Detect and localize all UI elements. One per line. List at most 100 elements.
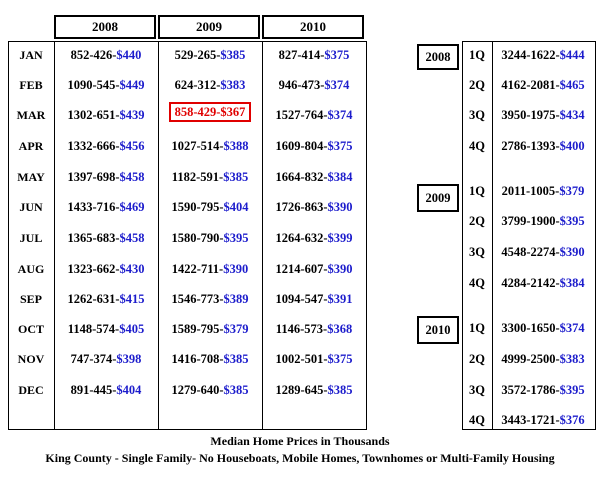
sales-count: 1182-591- bbox=[171, 170, 224, 184]
sales-value: 1527-764-$374 bbox=[275, 108, 352, 122]
sales-value: 1590-795-$404 bbox=[171, 200, 248, 214]
quarterly-cell: 4284-2142-$384 bbox=[492, 276, 594, 291]
monthly-cell: 1002-501-$375 bbox=[262, 352, 366, 367]
sales-value: 827-414-$375 bbox=[279, 48, 350, 62]
sales-count: 1726-863- bbox=[275, 200, 328, 214]
column-divider bbox=[262, 41, 263, 430]
quarterly-cell: 4548-2274-$390 bbox=[492, 245, 594, 260]
month-label: MAR bbox=[16, 108, 46, 122]
monthly-cell: 1279-640-$385 bbox=[158, 383, 262, 398]
monthly-cell: 1148-574-$405 bbox=[54, 322, 158, 337]
sales-count: 529-265- bbox=[174, 48, 221, 62]
quarter-label: 3Q bbox=[469, 108, 485, 122]
quarter-label: 1Q bbox=[469, 184, 485, 198]
highlighted-low-value: 858-429-$367 bbox=[168, 102, 252, 122]
sales-count: 1365-683- bbox=[67, 231, 120, 245]
monthly-cell: 1289-645-$385 bbox=[262, 383, 366, 398]
caption-title: Median Home Prices in Thousands bbox=[210, 434, 390, 448]
quarterly-cell: 3300-1650-$374 bbox=[492, 321, 594, 336]
sales-count: 891-445- bbox=[70, 383, 117, 397]
sales-value: 529-265-$385 bbox=[175, 48, 246, 62]
quarter-label: 2Q bbox=[469, 214, 485, 228]
quarter-label: 2Q bbox=[469, 352, 485, 366]
month-label: MAY bbox=[17, 170, 45, 184]
sales-value: 747-374-$398 bbox=[71, 352, 142, 366]
monthly-cell: 1527-764-$374 bbox=[262, 108, 366, 123]
sales-count: 4284-2142- bbox=[501, 276, 560, 290]
median-price: $405 bbox=[119, 322, 145, 336]
monthly-cell: 1609-804-$375 bbox=[262, 139, 366, 154]
median-price: $390 bbox=[223, 262, 249, 276]
quarterly-cell: 2011-1005-$379 bbox=[492, 184, 594, 199]
quarterly-cell: 2786-1393-$400 bbox=[492, 139, 594, 154]
sales-value: 1214-607-$390 bbox=[275, 262, 352, 276]
sales-count: 4548-2274- bbox=[501, 245, 560, 259]
median-price: $398 bbox=[116, 352, 142, 366]
median-price: $390 bbox=[327, 200, 353, 214]
monthly-cell: 1726-863-$390 bbox=[262, 200, 366, 215]
median-price: $400 bbox=[559, 139, 585, 153]
monthly-cell: 1182-591-$385 bbox=[158, 170, 262, 185]
median-price: $379 bbox=[223, 322, 249, 336]
median-price: $465 bbox=[559, 78, 585, 92]
sales-count: 1416-708- bbox=[171, 352, 224, 366]
sales-value: 1589-795-$379 bbox=[171, 322, 248, 336]
sales-count: 4999-2500- bbox=[501, 352, 560, 366]
sales-count: 1580-790- bbox=[171, 231, 224, 245]
monthly-cell: 1397-698-$458 bbox=[54, 170, 158, 185]
sales-value: 1422-711-$390 bbox=[172, 262, 248, 276]
sales-count: 1214-607- bbox=[275, 262, 328, 276]
sales-count: 1590-795- bbox=[171, 200, 224, 214]
monthly-cell: 1589-795-$379 bbox=[158, 322, 262, 337]
median-price: $385 bbox=[327, 383, 353, 397]
median-price: $374 bbox=[327, 108, 353, 122]
monthly-cell: 1433-716-$469 bbox=[54, 200, 158, 215]
sales-count: 1433-716- bbox=[67, 200, 120, 214]
sales-value: 1264-632-$399 bbox=[275, 231, 352, 245]
sales-count: 747-374- bbox=[70, 352, 117, 366]
monthly-cell: 1416-708-$385 bbox=[158, 352, 262, 367]
monthly-cell: 1580-790-$395 bbox=[158, 231, 262, 246]
median-price: $399 bbox=[327, 231, 353, 245]
year-header-2009: 2009 bbox=[158, 15, 260, 39]
monthly-cell: 891-445-$404 bbox=[54, 383, 158, 398]
sales-value: 1262-631-$415 bbox=[67, 292, 144, 306]
sales-count: 852-426- bbox=[70, 48, 117, 62]
monthly-cell: 1422-711-$390 bbox=[158, 262, 262, 277]
sales-count: 1002-501- bbox=[275, 352, 328, 366]
quarter-label: 4Q bbox=[469, 413, 485, 427]
monthly-cell: 1323-662-$430 bbox=[54, 262, 158, 277]
quarter-year-label-2009: 2009 bbox=[417, 184, 459, 212]
sales-value: 1433-716-$469 bbox=[67, 200, 144, 214]
quarterly-cell: 4999-2500-$383 bbox=[492, 352, 594, 367]
sales-count: 1332-666- bbox=[67, 139, 120, 153]
sales-value: 1146-573-$368 bbox=[276, 322, 352, 336]
quarter-label: 2Q bbox=[469, 78, 485, 92]
quarterly-cell: 3950-1975-$434 bbox=[492, 108, 594, 123]
sales-value: 1182-591-$385 bbox=[172, 170, 248, 184]
median-price: $458 bbox=[119, 170, 145, 184]
sales-count: 1094-547- bbox=[275, 292, 328, 306]
sales-count: 1279-640- bbox=[171, 383, 224, 397]
median-price: $449 bbox=[119, 78, 145, 92]
quarterly-cell: 3572-1786-$395 bbox=[492, 383, 594, 398]
column-divider bbox=[492, 41, 493, 430]
median-price: $395 bbox=[559, 214, 585, 228]
sales-count: 827-414- bbox=[278, 48, 325, 62]
sales-value: 1397-698-$458 bbox=[67, 170, 144, 184]
median-price: $456 bbox=[119, 139, 145, 153]
median-price: $385 bbox=[223, 170, 249, 184]
median-price: $389 bbox=[223, 292, 249, 306]
month-label: OCT bbox=[17, 322, 44, 336]
quarter-label: 1Q bbox=[469, 48, 485, 62]
sales-count: 2011-1005- bbox=[501, 184, 560, 198]
monthly-cell: 1590-795-$404 bbox=[158, 200, 262, 215]
sales-count: 1148-574- bbox=[67, 322, 120, 336]
sales-value: 1148-574-$405 bbox=[68, 322, 144, 336]
median-price: $440 bbox=[116, 48, 142, 62]
month-label: JUL bbox=[19, 231, 43, 245]
median-price: $385 bbox=[223, 383, 249, 397]
median-price: $439 bbox=[119, 108, 145, 122]
sales-value: 852-426-$440 bbox=[71, 48, 142, 62]
sales-value: 1302-651-$439 bbox=[67, 108, 144, 122]
